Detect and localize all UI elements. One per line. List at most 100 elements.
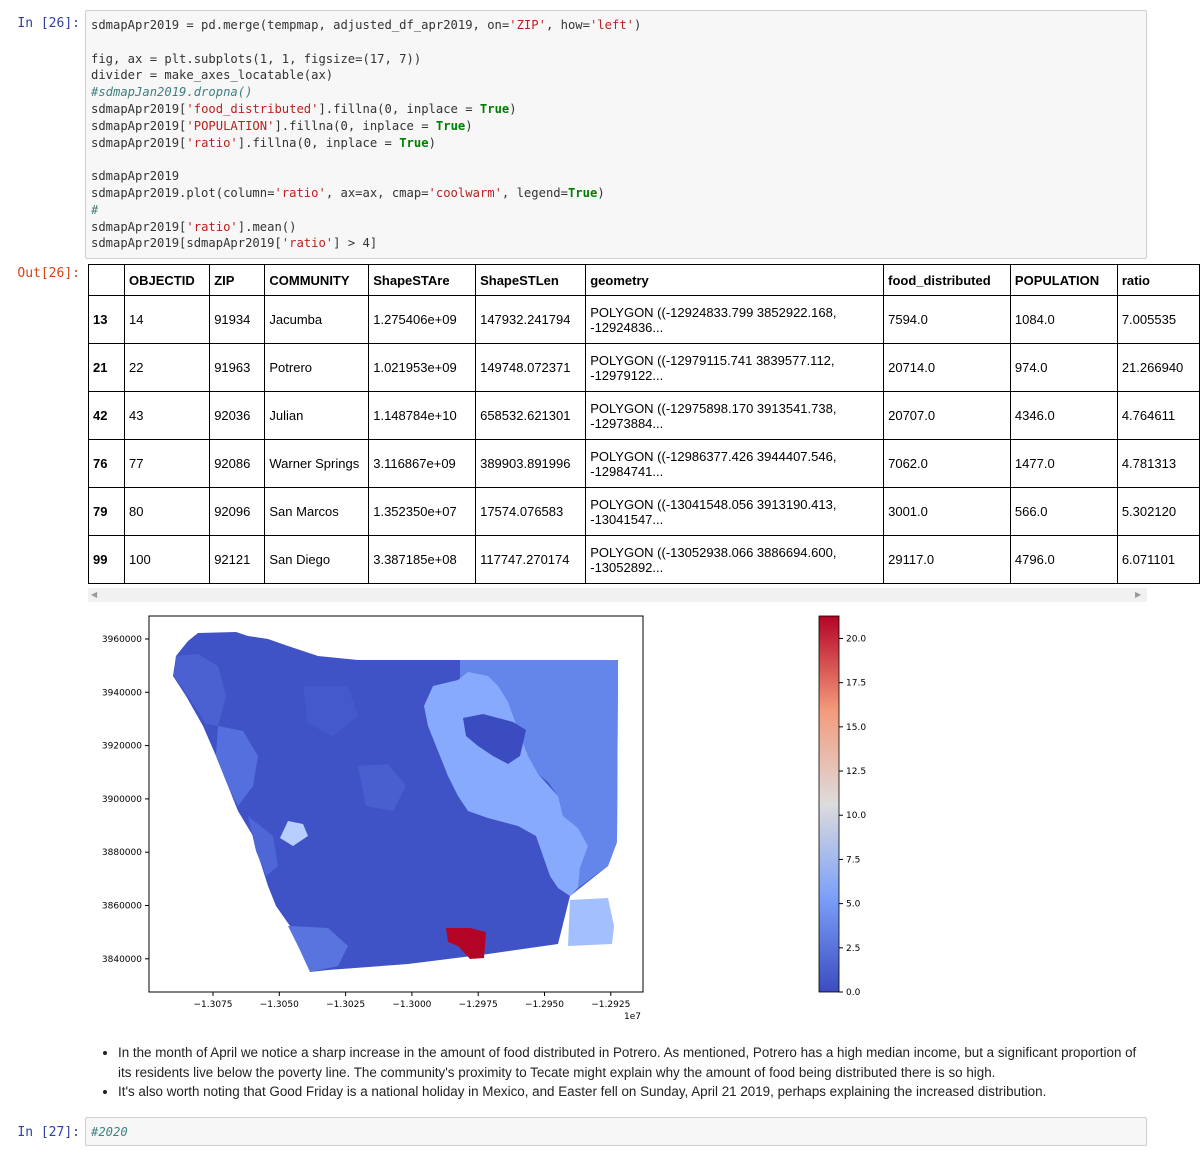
column-header: OBJECTID — [124, 264, 211, 296]
code-line[interactable] — [91, 34, 1146, 51]
table-cell: 14 — [124, 295, 211, 344]
dataframe-table: OBJECTID ZIP COMMUNITY ShapeSTAre ShapeSTLen… — [87, 264, 1200, 584]
code-line[interactable]: sdmapApr2019 — [91, 169, 180, 184]
x-tick-label: −1.3075 — [193, 1000, 232, 1010]
colorbar-tick-label: 0.0 — [846, 988, 861, 998]
table-cell: 80 — [124, 487, 211, 536]
region-southeast — [568, 898, 614, 946]
code-line[interactable]: sdmapApr2019['ratio'].mean() — [91, 219, 297, 234]
table-cell: 1.148784e+10 — [368, 391, 477, 440]
colorbar-tick-label: 2.5 — [846, 944, 860, 954]
table-cell: 20714.0 — [883, 343, 1011, 392]
region-coast-4 — [248, 816, 278, 876]
colorbar-tick-label: 20.0 — [846, 634, 866, 644]
code-line[interactable]: sdmapApr2019[sdmapApr2019['ratio'] > 4] — [91, 236, 378, 251]
row-index: 76 — [87, 439, 126, 488]
table-cell: 77 — [124, 439, 211, 488]
table-header-row: OBJECTID ZIP COMMUNITY ShapeSTAre ShapeSTLen… — [87, 264, 1200, 296]
region-inland-2 — [358, 764, 406, 811]
table-cell: 1084.0 — [1009, 295, 1118, 344]
colorbar-tick-label: 17.5 — [846, 679, 866, 689]
table-cell: San Diego — [264, 535, 370, 584]
table-cell: 4346.0 — [1009, 391, 1118, 440]
row-index: 13 — [87, 295, 126, 344]
in-prompt-26: In [26]: — [17, 16, 80, 31]
y-tick-label: 3940000 — [102, 688, 142, 698]
markdown-bullet-1: In the month of April we notice a sharp … — [118, 1043, 1140, 1082]
region-coast-2 — [216, 726, 258, 806]
table-cell: 389903.891996 — [475, 439, 587, 488]
row-index: 79 — [87, 487, 126, 536]
column-header: ZIP — [209, 264, 266, 296]
row-index: 21 — [87, 343, 126, 392]
region-inland-1 — [303, 686, 358, 736]
code-line[interactable]: #2020 — [91, 1125, 128, 1139]
x-tick-label: −1.2975 — [459, 1000, 498, 1010]
code-line[interactable]: fig, ax = plt.subplots(1, 1, figsize=(17… — [91, 51, 422, 66]
column-header — [87, 264, 126, 296]
code-line[interactable] — [91, 151, 1146, 168]
table-cell: POLYGON ((-12979115.741 3839577.112, -12… — [585, 343, 885, 392]
table-cell: 117747.270174 — [475, 535, 587, 584]
code-line[interactable]: sdmapApr2019.plot(column='ratio', ax=ax,… — [91, 185, 605, 200]
table-cell: 20707.0 — [883, 391, 1011, 440]
table-cell: 92096 — [209, 487, 266, 536]
x-axis-ticks: −1.3075 −1.3050 −1.3025 −1.3000 −1.2975 −1.29… — [193, 992, 630, 1010]
colorbar — [818, 615, 840, 993]
y-tick-label: 3860000 — [102, 902, 142, 912]
scroll-right-icon[interactable]: ▶ — [1135, 590, 1142, 599]
code-line[interactable]: sdmapApr2019['food_distributed'].fillna(… — [91, 101, 517, 116]
table-cell: 3001.0 — [883, 487, 1011, 536]
map-regions — [173, 632, 618, 972]
code-line[interactable]: # — [91, 202, 99, 217]
x-tick-label: −1.3025 — [326, 1000, 365, 1010]
code-cell-26[interactable]: sdmapApr2019 = pd.merge(tempmap, adjuste… — [85, 10, 1147, 259]
row-index: 99 — [87, 535, 126, 584]
table-cell: POLYGON ((-13041548.056 3913190.413, -13… — [585, 487, 885, 536]
table-cell: 566.0 — [1009, 487, 1118, 536]
region-south-1 — [288, 926, 348, 972]
code-line[interactable]: divider = make_axes_locatable(ax) — [91, 68, 334, 83]
table-cell: Jacumba — [264, 295, 370, 344]
code-line[interactable]: sdmapApr2019['POPULATION'].fillna(0, inp… — [91, 118, 473, 133]
table-cell: 4796.0 — [1009, 535, 1118, 584]
table-row: 13 14 91934 Jacumba 1.275406e+09 147932.24179… — [87, 295, 1200, 344]
choropleth-plot: 3960000 3940000 3920000 3900000 3880000 38600… — [102, 615, 866, 1022]
table-cell: POLYGON ((-12975898.170 3913541.738, -12… — [585, 391, 885, 440]
table-cell: 29117.0 — [883, 535, 1011, 584]
column-header: ShapeSTLen — [475, 264, 587, 296]
scroll-left-icon[interactable]: ◀ — [91, 590, 98, 599]
table-cell: 4.764611 — [1116, 391, 1200, 440]
table-cell: 22 — [124, 343, 211, 392]
code-line[interactable]: sdmapApr2019['ratio'].fillna(0, inplace … — [91, 135, 436, 150]
table-cell: 1.352350e+07 — [368, 487, 477, 536]
colorbar-tick-label: 7.5 — [846, 855, 860, 865]
x-tick-label: −1.2925 — [591, 1000, 630, 1010]
x-tick-label: −1.2950 — [525, 1000, 564, 1010]
horizontal-scrollbar[interactable] — [88, 588, 1147, 602]
colorbar-tick-label: 5.0 — [846, 900, 861, 910]
table-cell: 43 — [124, 391, 211, 440]
table-row: 79 80 92096 San Marcos 1.352350e+07 17574.076… — [87, 487, 1200, 536]
table-cell: 3.116867e+09 — [368, 439, 477, 488]
table-cell: 92086 — [209, 439, 266, 488]
table-cell: 21.266940 — [1116, 343, 1200, 392]
table-cell: 7594.0 — [883, 295, 1011, 344]
x-tick-label: −1.3050 — [260, 1000, 299, 1010]
code-cell-27[interactable]: #2020 — [85, 1117, 1147, 1146]
table-cell: 7062.0 — [883, 439, 1011, 488]
row-index: 42 — [87, 391, 126, 440]
column-header: ratio — [1116, 264, 1200, 296]
table-cell: San Marcos — [264, 487, 370, 536]
region-potrero — [446, 928, 486, 959]
code-line[interactable]: sdmapApr2019 = pd.merge(tempmap, adjuste… — [91, 18, 642, 32]
table-cell: 92036 — [209, 391, 266, 440]
table-cell: 6.071101 — [1116, 535, 1200, 584]
column-header: geometry — [585, 264, 885, 296]
table-cell: Warner Springs — [264, 439, 370, 488]
out-prompt-26: Out[26]: — [17, 266, 80, 281]
y-tick-label: 3920000 — [102, 742, 142, 752]
code-editor[interactable]: sdmapApr2019 = pd.merge(tempmap, adjuste… — [91, 17, 1146, 252]
table-row: 42 43 92036 Julian 1.148784e+10 658532.621301… — [87, 391, 1200, 440]
code-line[interactable]: #sdmapJan2019.dropna() — [91, 85, 253, 100]
